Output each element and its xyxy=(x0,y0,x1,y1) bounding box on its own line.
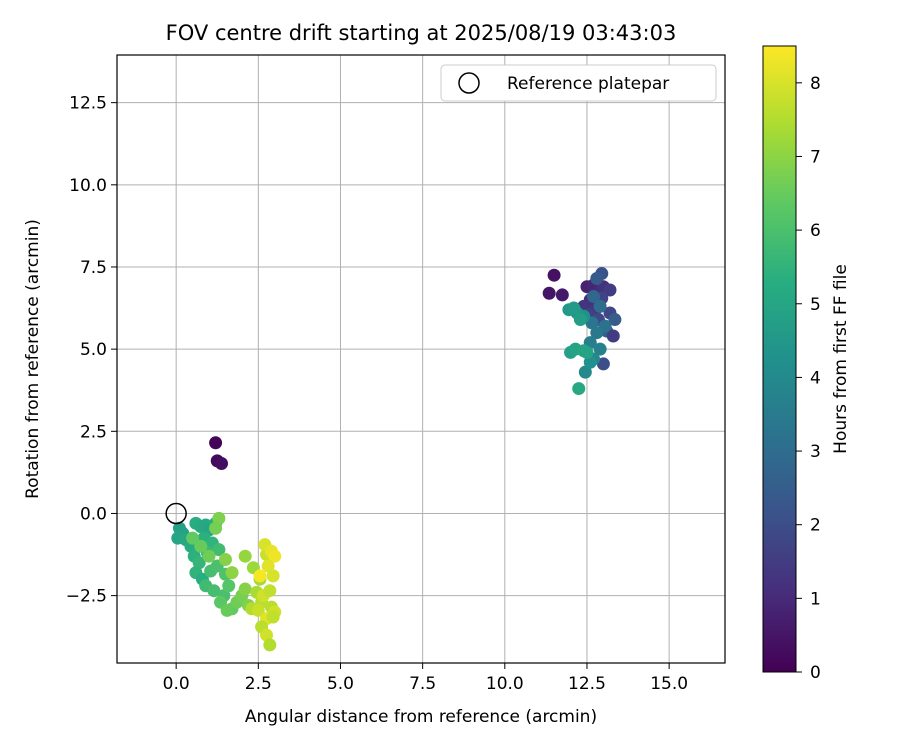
data-point xyxy=(251,603,265,617)
colorbar: 0 1 2 3 4 5 6 7 8 Hours from first FF file xyxy=(762,45,851,683)
data-point xyxy=(260,628,274,642)
data-point xyxy=(593,299,607,313)
y-tick-label: 5.0 xyxy=(80,340,107,360)
data-point xyxy=(606,329,620,343)
colorbar-tick-label: 3 xyxy=(810,442,821,462)
data-point xyxy=(596,357,610,371)
data-point xyxy=(253,569,267,583)
x-tick-label: 15.0 xyxy=(650,674,688,694)
colorbar-tick-label: 5 xyxy=(810,295,821,315)
data-point xyxy=(580,345,594,359)
y-tick-label: 10.0 xyxy=(69,176,107,196)
y-tick-label: 12.5 xyxy=(69,94,107,114)
data-point xyxy=(263,638,277,652)
x-axis-label: Angular distance from reference (arcmin) xyxy=(245,707,597,727)
legend-marker-open-circle xyxy=(458,72,480,94)
data-point xyxy=(215,457,229,471)
data-point xyxy=(225,566,239,580)
colorbar-tick-label: 6 xyxy=(810,221,821,241)
y-tick-label: 7.5 xyxy=(80,258,107,278)
data-point xyxy=(593,342,607,356)
y-tick-label: −2.5 xyxy=(66,587,107,607)
data-point xyxy=(220,603,234,617)
data-points xyxy=(171,267,622,652)
data-point xyxy=(218,552,232,566)
colorbar-ticks: 0 1 2 3 4 5 6 7 8 xyxy=(796,74,821,683)
data-point xyxy=(263,584,277,598)
x-tick-label: 12.5 xyxy=(568,674,606,694)
data-point xyxy=(194,539,208,553)
data-point xyxy=(212,511,226,525)
data-point xyxy=(209,436,223,450)
data-point xyxy=(209,521,223,535)
data-point xyxy=(266,569,280,583)
y-tick-label: 2.5 xyxy=(80,422,107,442)
data-point xyxy=(238,582,252,596)
legend-box xyxy=(440,64,717,102)
colorbar-tick-label: 8 xyxy=(810,74,821,94)
x-tick-label: 0.0 xyxy=(163,674,190,694)
data-point xyxy=(268,549,282,563)
data-point xyxy=(590,271,604,285)
data-point xyxy=(186,531,200,545)
colorbar-tick-label: 4 xyxy=(810,368,821,388)
data-point xyxy=(207,584,221,598)
colorbar-label: Hours from first FF file xyxy=(831,264,851,454)
colorbar-tick-label: 0 xyxy=(810,663,821,683)
data-point xyxy=(192,556,206,570)
data-point xyxy=(608,313,622,327)
data-point xyxy=(238,549,252,563)
legend-entry-reference: Reference platepar xyxy=(507,74,669,94)
y-axis-label: Rotation from reference (arcmin) xyxy=(23,219,43,499)
y-axis-ticks: −2.5 0.0 2.5 5.0 7.5 10.0 12.5 xyxy=(66,94,117,607)
legend: Reference platepar xyxy=(440,64,717,102)
data-point xyxy=(567,301,581,315)
x-tick-label: 5.0 xyxy=(327,674,354,694)
data-point xyxy=(603,283,617,297)
data-point xyxy=(573,313,587,327)
x-tick-label: 7.5 xyxy=(409,674,436,694)
data-point xyxy=(261,559,275,573)
data-point xyxy=(587,290,601,304)
x-tick-label: 10.0 xyxy=(486,674,524,694)
data-point xyxy=(578,365,592,379)
reference-point-marker xyxy=(165,502,187,525)
plot-frame xyxy=(116,54,726,664)
data-point xyxy=(572,382,586,396)
colorbar-tick-label: 7 xyxy=(810,147,821,167)
data-point xyxy=(266,610,280,624)
data-point xyxy=(555,288,569,302)
x-tick-label: 2.5 xyxy=(245,674,272,694)
data-point xyxy=(212,543,226,557)
x-axis-ticks: 0.0 2.5 5.0 7.5 10.0 12.5 15.0 xyxy=(163,663,688,694)
data-point xyxy=(542,286,556,300)
data-point xyxy=(547,268,561,282)
data-point xyxy=(202,549,216,563)
colorbar-tick-label: 2 xyxy=(810,516,821,536)
colorbar-tick-label: 1 xyxy=(810,589,821,609)
data-point xyxy=(222,579,236,593)
colorbar-gradient xyxy=(762,45,797,673)
data-point xyxy=(590,326,604,340)
data-point xyxy=(583,355,597,369)
chart-title: FOV centre drift starting at 2025/08/19 … xyxy=(166,21,677,45)
y-tick-label: 0.0 xyxy=(80,504,107,524)
